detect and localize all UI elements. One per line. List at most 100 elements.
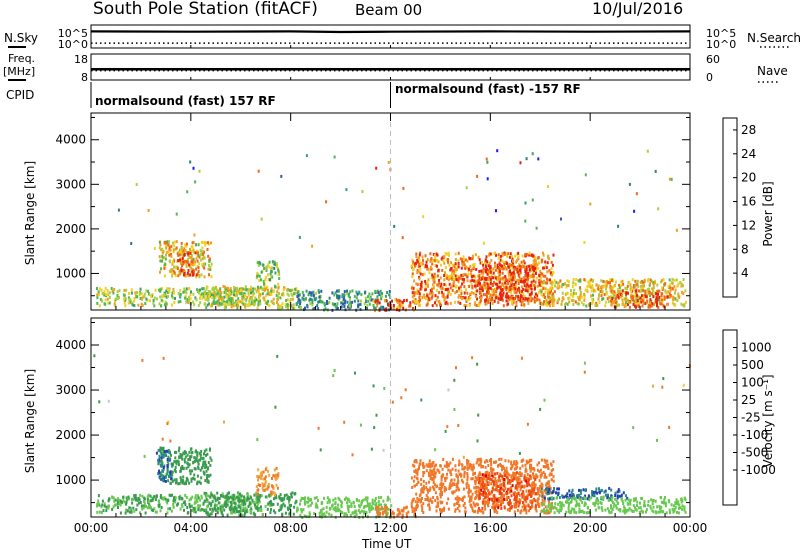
velocity-cell [416,470,419,474]
velocity-cell [146,506,149,510]
velocity-cell [260,494,263,498]
velocity-cell [141,494,144,498]
power-cell [418,262,421,266]
velocity-cell [478,463,480,467]
power-cell [552,292,554,296]
power-cell [545,303,548,307]
velocity-cell [184,493,187,497]
power-cell [101,299,103,303]
power-cell [574,300,577,304]
velocity-cell [186,478,188,481]
velocity-cell [471,468,474,472]
velocity-cell [257,506,260,510]
power-patch [478,264,538,304]
velocity-cell [515,467,517,471]
velocity-cell [360,501,363,505]
velocity-cell [193,473,196,477]
power-cell [603,280,606,284]
velocity-cell [107,506,110,510]
power-cell [269,272,272,276]
velocity-cell [207,466,210,470]
power-cell [546,261,549,265]
power-cell [582,303,585,307]
power-cell [430,276,433,280]
power-cell [107,293,110,297]
power-cell [179,249,182,253]
power-cell [527,284,530,288]
power-cell [580,295,583,299]
power-cell [185,262,188,266]
velocity-cell [377,496,380,500]
power-cell [487,278,490,282]
velocity-cell [275,483,278,487]
power-cell [519,280,522,283]
power-cell [504,281,507,285]
velocity-cell [100,505,103,509]
power-cell [526,289,529,293]
velocity-cell [484,465,487,469]
power-cell [646,279,649,283]
power-cell [276,297,279,301]
power-outlier [537,157,540,161]
power-cell [123,296,126,300]
power-outlier [194,180,197,184]
power-cell [489,279,492,283]
velocity-cell [420,498,422,502]
power-cell [413,301,416,305]
power-cell [196,249,198,253]
power-cell [519,271,522,275]
power-cell [658,295,661,299]
power-cell [488,295,491,299]
power-cell [514,287,517,291]
velocity-cell [415,492,418,496]
power-cell [463,291,466,295]
power-cell [277,273,280,276]
power-cell [371,292,374,296]
velocity-cell [103,502,106,506]
power-cell [453,271,455,275]
power-cell [357,305,360,309]
power-cell [266,302,268,305]
power-cell [452,282,455,286]
power-outlier [633,209,636,213]
power-cell [443,298,446,302]
power-cell [471,254,474,258]
velocity-cell [411,506,414,510]
power-cell [460,292,463,296]
velocity-cell [259,471,262,475]
velocity-cell [472,501,475,505]
power-cell [214,287,216,290]
power-cell [299,299,302,303]
power-cell [542,293,545,297]
power-cell [494,268,497,272]
velocity-cell [368,507,371,511]
velocity-cell [308,511,311,515]
power-cell [461,282,464,286]
power-cell [505,292,508,296]
power-cell [190,290,192,294]
power-cell [469,292,472,296]
power-outlier [189,160,192,164]
power-cell [556,301,559,305]
power-cell [449,286,452,290]
velocity-cell [226,492,229,496]
power-cell [652,289,655,293]
power-cell [416,258,419,262]
power-cell [320,289,323,293]
power-cell [472,274,475,278]
power-cell [205,294,208,298]
power-cell [202,252,205,256]
freq-panel-frame [90,53,691,81]
power-cell [478,258,481,262]
velocity-cell [258,498,261,502]
velocity-cell [248,503,251,507]
velocity-cell [240,502,243,506]
power-cell [431,262,434,266]
power-cell [220,302,223,306]
velocity-cell [219,507,222,511]
power-cell [669,288,672,292]
power-outlier [175,212,178,216]
power-cell [365,299,367,303]
velocity-cell [529,464,531,467]
velocity-cell [258,495,261,499]
